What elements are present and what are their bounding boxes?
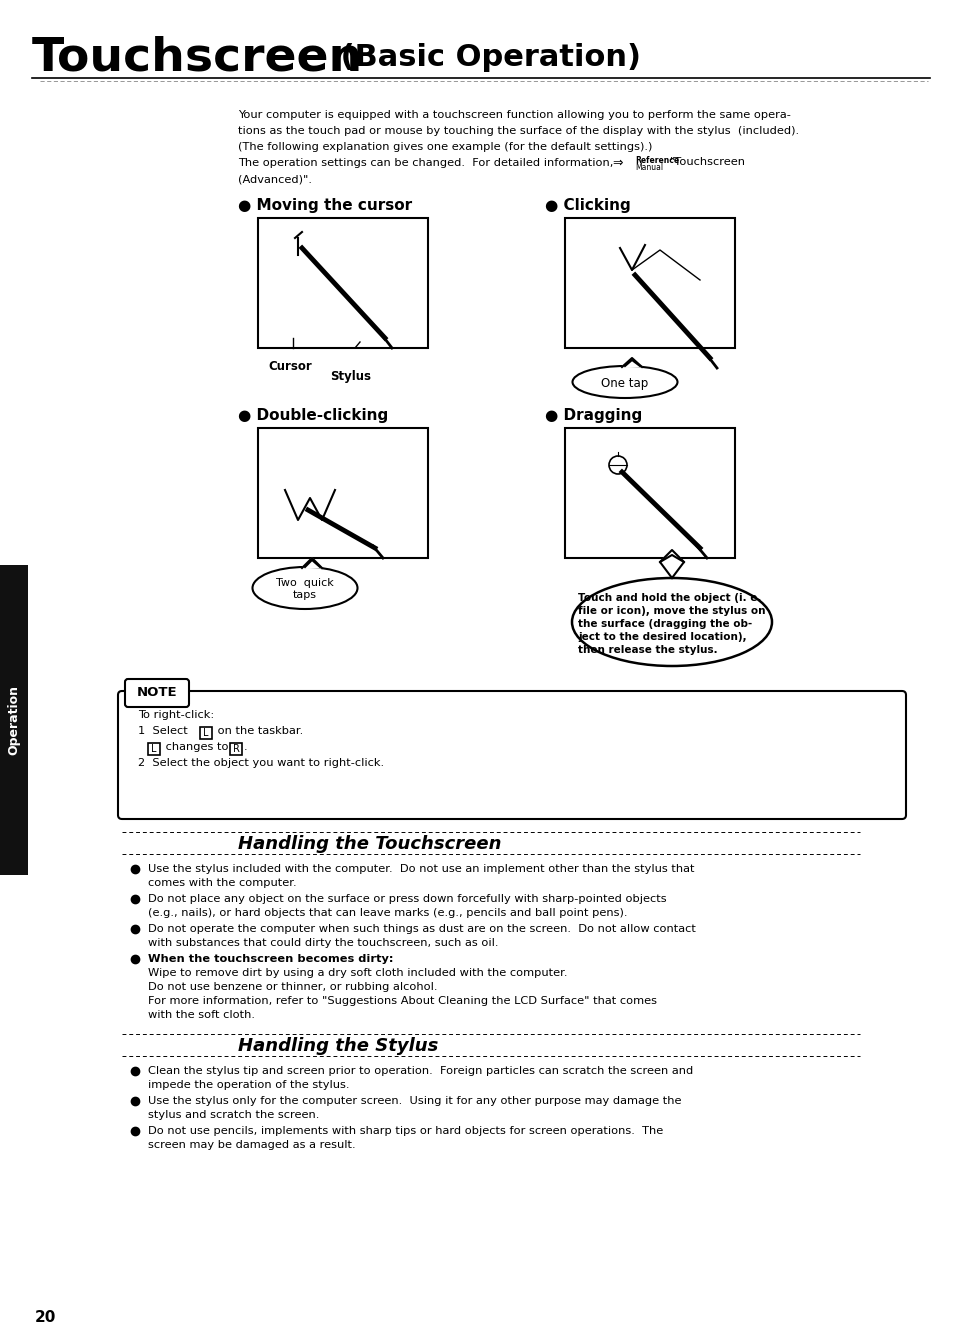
Text: ● Double-clicking: ● Double-clicking [237,407,388,423]
Text: 2  Select the object you want to right-click.: 2 Select the object you want to right-cl… [138,758,384,768]
Bar [148,742,160,754]
Text: One tap: One tap [600,377,648,390]
Bar [0,565,28,875]
Text: (e.g., nails), or hard objects that can leave marks (e.g., pencils and ball poin: (e.g., nails), or hard objects that can … [148,909,627,918]
Bar [200,728,212,738]
Text: R: R [233,744,239,754]
Text: impede the operation of the stylus.: impede the operation of the stylus. [148,1080,349,1089]
Ellipse shape [572,578,771,666]
Bar [257,427,428,557]
Bar [564,427,734,557]
Text: ⇒: ⇒ [612,157,622,170]
Text: Clean the stylus tip and screen prior to operation.  Foreign particles can scrat: Clean the stylus tip and screen prior to… [148,1067,693,1076]
Text: with the soft cloth.: with the soft cloth. [148,1010,254,1020]
Text: Use the stylus included with the computer.  Do not use an implement other than t: Use the stylus included with the compute… [148,864,694,874]
Text: Wipe to remove dirt by using a dry soft cloth included with the computer.: Wipe to remove dirt by using a dry soft … [148,967,567,978]
FancyBboxPatch shape [118,691,905,819]
Text: ● Moving the cursor: ● Moving the cursor [237,198,412,213]
Text: ● Clicking: ● Clicking [544,198,630,213]
Ellipse shape [253,567,357,608]
Bar [257,218,428,348]
Text: The operation settings can be changed.  For detailed information,: The operation settings can be changed. F… [237,158,613,168]
Text: .: . [244,742,248,752]
Text: on the taskbar.: on the taskbar. [213,726,303,736]
Text: (Basic Operation): (Basic Operation) [330,43,640,72]
Text: Two  quick
taps: Two quick taps [275,578,334,600]
Text: L: L [152,744,156,754]
FancyBboxPatch shape [125,679,189,708]
Text: ● Dragging: ● Dragging [544,407,641,423]
Text: comes with the computer.: comes with the computer. [148,878,296,888]
Text: Handling the Touchscreen: Handling the Touchscreen [237,835,501,854]
Text: Do not place any object on the surface or press down forcefully with sharp-point: Do not place any object on the surface o… [148,894,666,905]
Text: Handling the Stylus: Handling the Stylus [237,1037,438,1055]
Bar [564,218,734,348]
Ellipse shape [572,366,677,398]
Text: "Touchscreen: "Touchscreen [669,157,745,168]
Text: Use the stylus only for the computer screen.  Using it for any other purpose may: Use the stylus only for the computer scr… [148,1096,680,1106]
Text: Manual: Manual [635,163,662,172]
Polygon shape [621,358,641,367]
Text: Stylus: Stylus [330,370,371,383]
Text: with substances that could dirty the touchscreen, such as oil.: with substances that could dirty the tou… [148,938,498,947]
Text: screen may be damaged as a result.: screen may be damaged as a result. [148,1140,355,1150]
Text: tions as the touch pad or mouse by touching the surface of the display with the : tions as the touch pad or mouse by touch… [237,126,799,135]
Bar [230,742,242,754]
Text: Reference: Reference [635,155,679,165]
Text: 1  Select: 1 Select [138,726,192,736]
Text: Operation: Operation [8,685,20,754]
Text: (The following explanation gives one example (for the default settings).): (The following explanation gives one exa… [237,142,652,151]
Text: Cursor: Cursor [268,360,312,373]
Polygon shape [302,557,322,568]
Text: L: L [203,728,209,738]
Text: Touch and hold the object (i. e.
file or icon), move the stylus on
the surface (: Touch and hold the object (i. e. file or… [578,592,765,655]
Text: When the touchscreen becomes dirty:: When the touchscreen becomes dirty: [148,954,393,963]
Text: changes to: changes to [162,742,232,752]
Polygon shape [659,549,683,561]
Text: NOTE: NOTE [136,686,177,699]
Text: 20: 20 [35,1311,56,1325]
Text: (Advanced)".: (Advanced)". [237,174,312,184]
Text: Your computer is equipped with a touchscreen function allowing you to perform th: Your computer is equipped with a touchsc… [237,110,790,121]
Text: stylus and scratch the screen.: stylus and scratch the screen. [148,1110,319,1120]
Text: Do not operate the computer when such things as dust are on the screen.  Do not : Do not operate the computer when such th… [148,925,695,934]
Text: Do not use pencils, implements with sharp tips or hard objects for screen operat: Do not use pencils, implements with shar… [148,1126,662,1136]
Text: To right-click:: To right-click: [138,710,214,720]
Text: For more information, refer to "Suggestions About Cleaning the LCD Surface" that: For more information, refer to "Suggesti… [148,996,657,1006]
Text: Do not use benzene or thinner, or rubbing alcohol.: Do not use benzene or thinner, or rubbin… [148,982,437,992]
Text: Touchscreen: Touchscreen [32,35,363,80]
